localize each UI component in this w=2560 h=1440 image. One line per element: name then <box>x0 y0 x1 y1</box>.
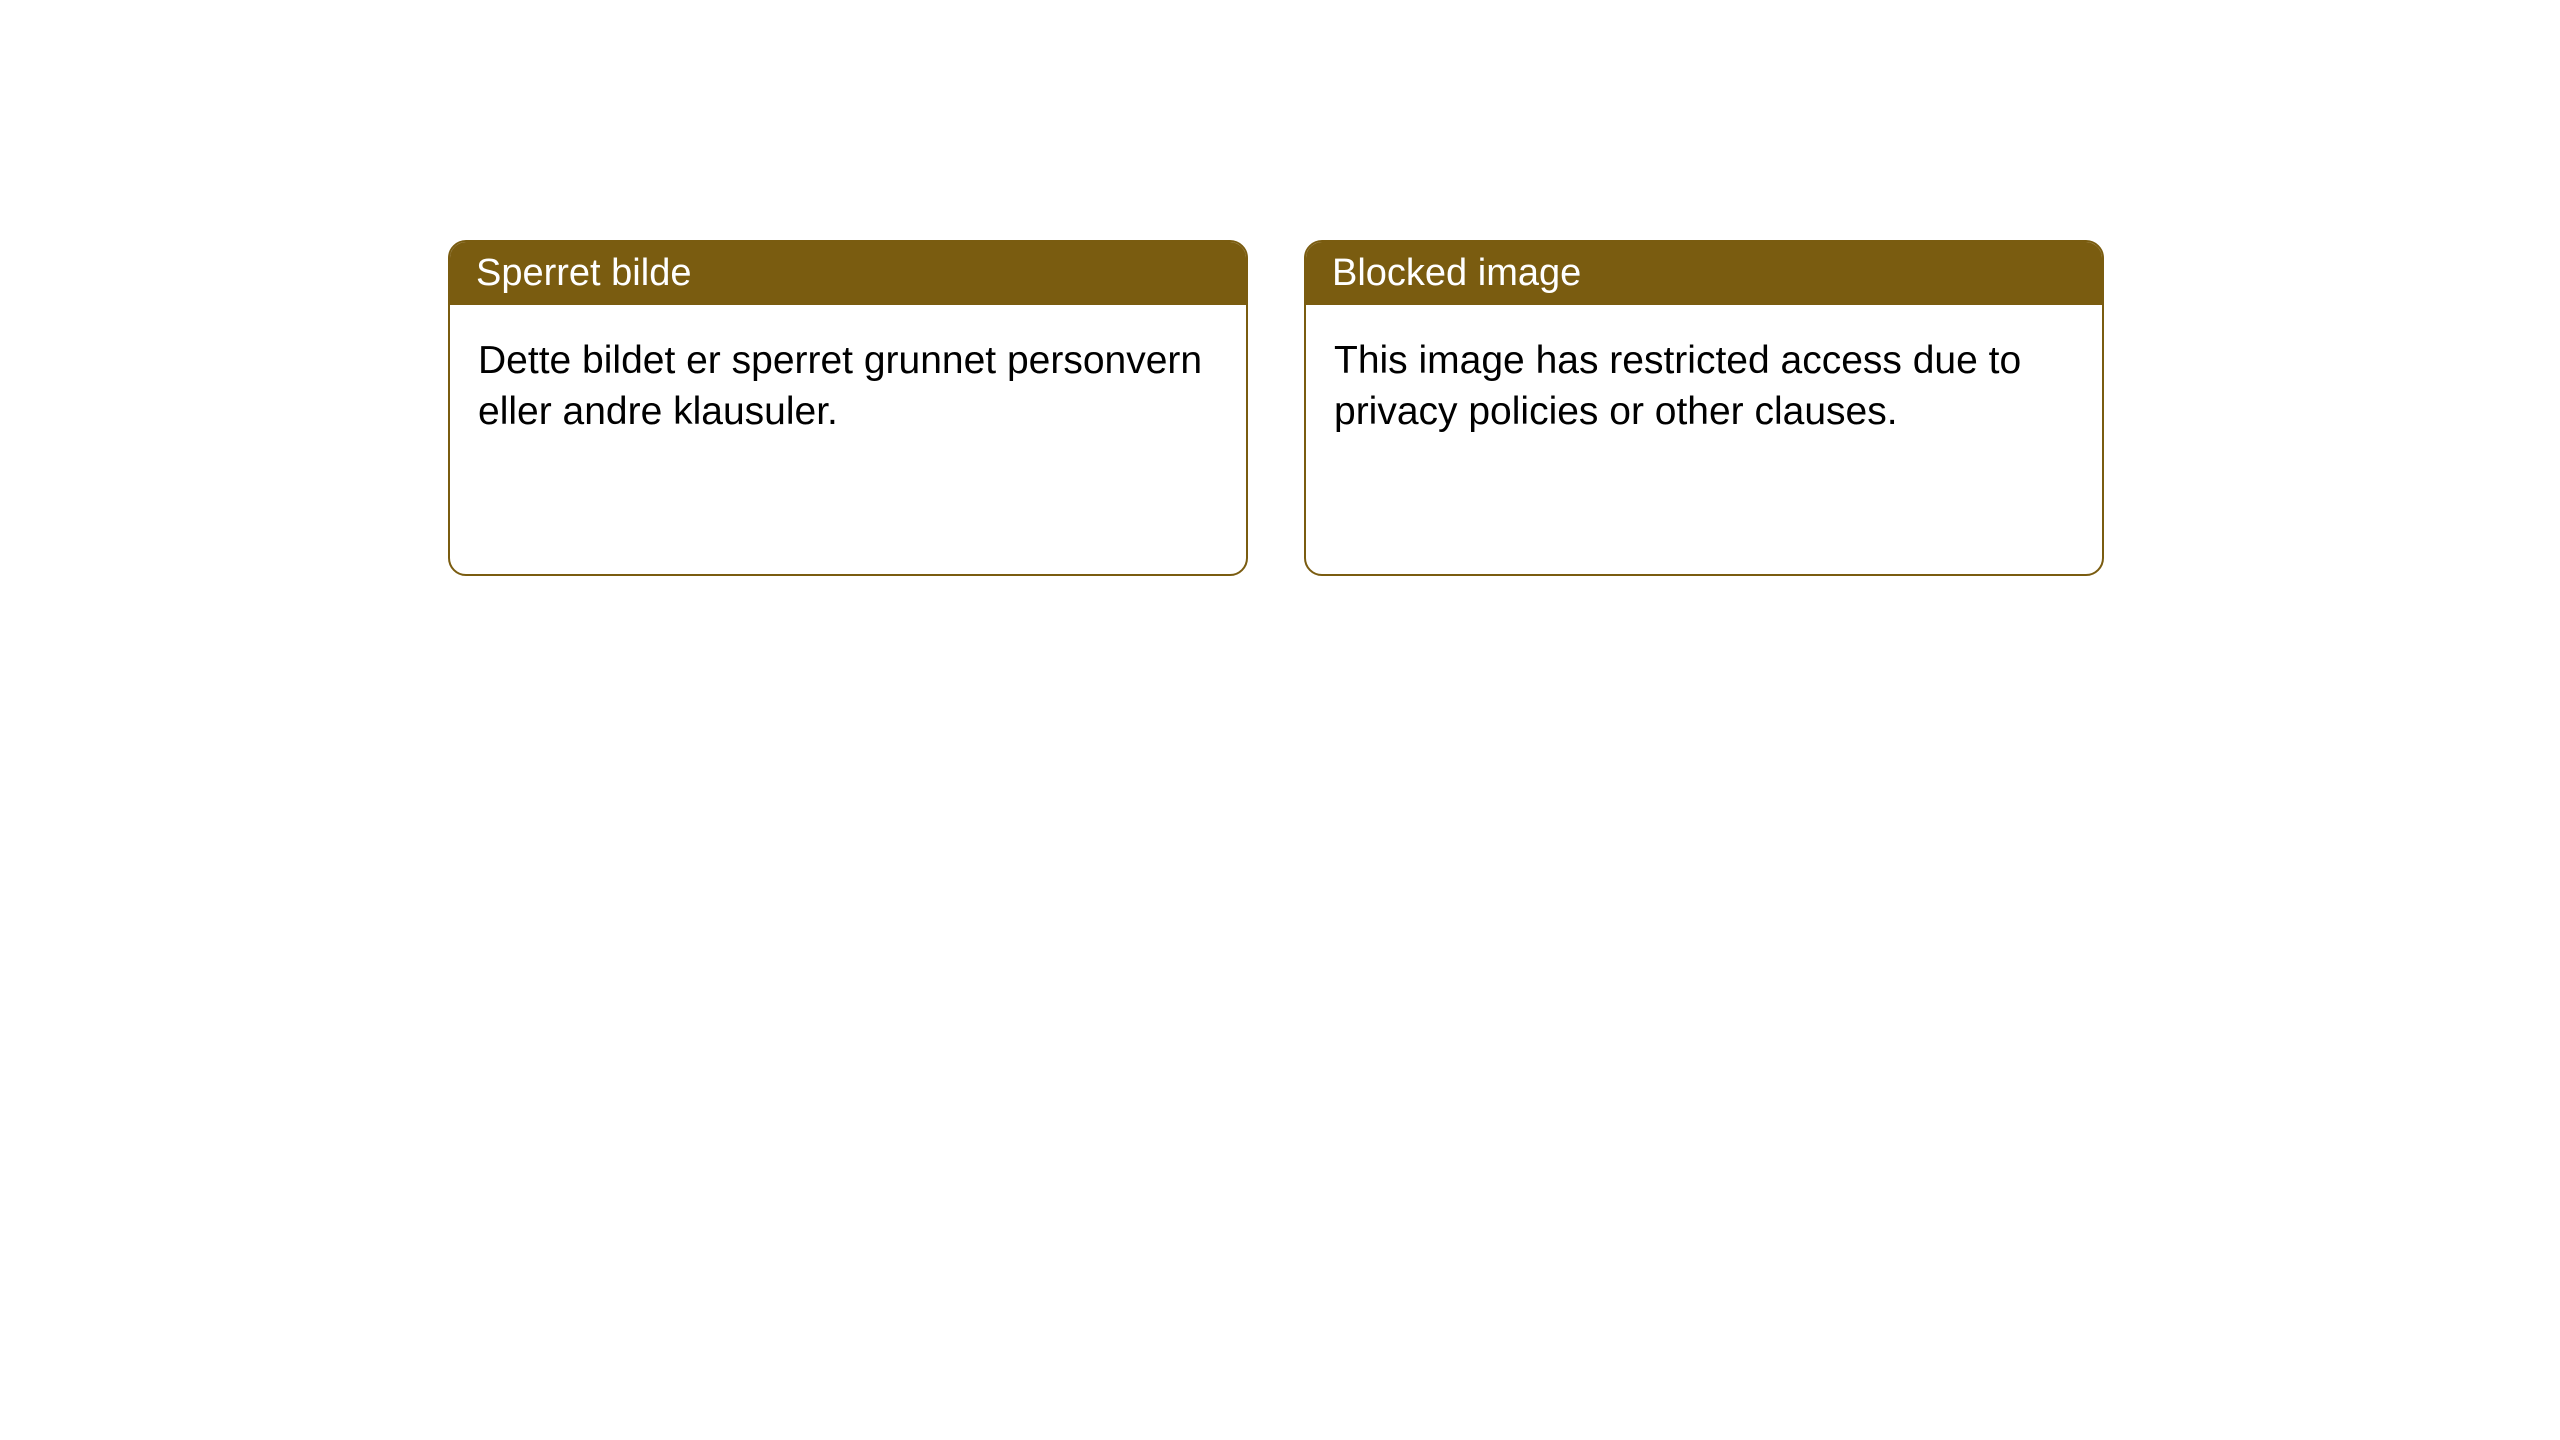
notice-body: This image has restricted access due to … <box>1306 305 2102 468</box>
notice-header: Blocked image <box>1306 242 2102 305</box>
notice-body: Dette bildet er sperret grunnet personve… <box>450 305 1246 468</box>
notice-header: Sperret bilde <box>450 242 1246 305</box>
notice-title: Blocked image <box>1332 252 1581 294</box>
notice-card-english: Blocked image This image has restricted … <box>1304 240 2104 576</box>
notice-card-norwegian: Sperret bilde Dette bildet er sperret gr… <box>448 240 1248 576</box>
notice-title: Sperret bilde <box>476 252 691 294</box>
notice-body-text: This image has restricted access due to … <box>1334 339 2021 433</box>
notice-body-text: Dette bildet er sperret grunnet personve… <box>478 339 1202 433</box>
notice-container: Sperret bilde Dette bildet er sperret gr… <box>0 0 2560 576</box>
